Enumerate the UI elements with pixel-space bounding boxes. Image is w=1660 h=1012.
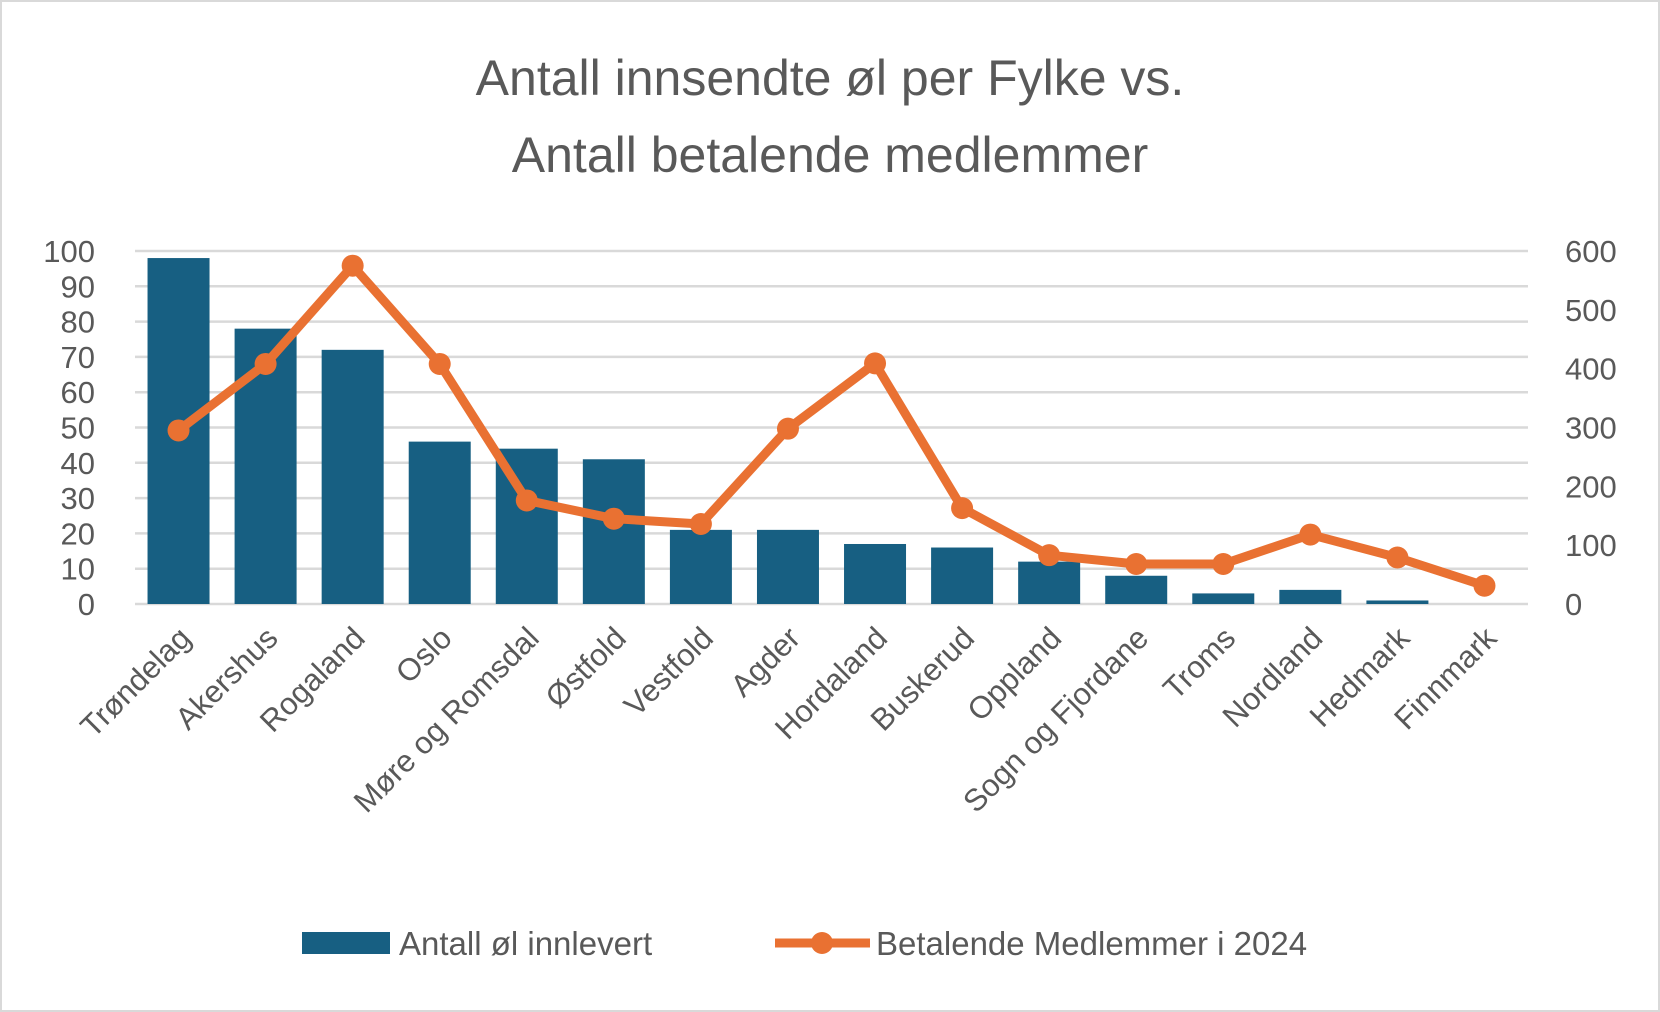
line-marker-oslo <box>428 352 451 375</box>
bar-nordland <box>1279 589 1342 604</box>
left-axis-tick-label: 0 <box>78 587 95 622</box>
line-marker-akershus <box>254 352 277 375</box>
right-axis-tick-label: 200 <box>1565 469 1617 504</box>
line-marker-hedmark <box>1386 546 1409 569</box>
line-marker-møre-og-romsdal <box>515 489 538 512</box>
left-axis-tick-label: 90 <box>61 269 95 304</box>
bar-oslo <box>408 441 471 604</box>
bar-vestfold <box>669 529 732 604</box>
line-marker-nordland <box>1299 523 1322 546</box>
bar-agder <box>756 529 819 604</box>
line-marker-sogn-og-fjordane <box>1125 552 1148 575</box>
line-marker-østfold <box>602 507 625 530</box>
line-marker-vestfold <box>689 512 712 535</box>
line-marker-hordaland <box>864 352 887 375</box>
line-marker-buskerud <box>951 497 974 520</box>
left-axis-tick-label: 10 <box>61 552 95 587</box>
left-axis-tick-label: 20 <box>61 516 95 551</box>
bar-hordaland <box>844 543 907 604</box>
legend-bar-swatch <box>302 932 390 954</box>
legend: Antall øl innlevert Betalende Medlemmer … <box>302 925 1307 962</box>
left-axis-tick-label: 80 <box>61 305 95 340</box>
left-axis-tick-label: 40 <box>61 446 95 481</box>
bar-rogaland <box>321 349 384 604</box>
right-axis-tick-label: 500 <box>1565 293 1617 328</box>
right-axis-tick-label: 0 <box>1565 587 1582 622</box>
x-axis-category-label: Agder <box>724 620 807 703</box>
line-marker-finnmark <box>1473 574 1496 597</box>
chart-title-line-1: Antall innsendte øl per Fylke vs. <box>476 50 1185 106</box>
bar-troms <box>1192 593 1255 604</box>
line-marker-troms <box>1212 552 1235 575</box>
right-axis-tick-label: 100 <box>1565 528 1617 563</box>
left-axis-tick-label: 70 <box>61 340 95 375</box>
x-axis-category-label: Troms <box>1156 620 1242 706</box>
legend-line-marker <box>811 932 833 954</box>
x-axis-category-label: Vestfold <box>617 620 720 723</box>
x-axis-category-label: Trøndelag <box>74 620 198 744</box>
x-axis-category-label: Oslo <box>389 620 459 690</box>
line-marker-agder <box>776 417 799 440</box>
bar-buskerud <box>931 547 994 604</box>
right-axis-tick-label: 400 <box>1565 352 1617 387</box>
chart-title-line-2: Antall betalende medlemmer <box>512 127 1148 183</box>
legend-label-bars: Antall øl innlevert <box>399 925 652 962</box>
left-axis-tick-label: 50 <box>61 411 95 446</box>
line-marker-oppland <box>1038 544 1061 567</box>
right-axis-tick-label: 600 <box>1565 234 1617 269</box>
line-marker-trøndelag <box>167 419 190 442</box>
left-axis-tick-label: 100 <box>43 234 95 269</box>
line-marker-rogaland <box>341 254 364 277</box>
left-axis-tick-label: 60 <box>61 375 95 410</box>
right-axis-tick-label: 300 <box>1565 411 1617 446</box>
members-line <box>175 261 1486 591</box>
left-axis-tick-label: 30 <box>61 481 95 516</box>
legend-label-line: Betalende Medlemmer i 2024 <box>876 925 1307 962</box>
bar-oppland <box>1018 561 1081 604</box>
bar-hedmark <box>1366 600 1429 604</box>
bar-østfold <box>582 459 645 604</box>
bar-sogn-og-fjordane <box>1105 575 1168 604</box>
